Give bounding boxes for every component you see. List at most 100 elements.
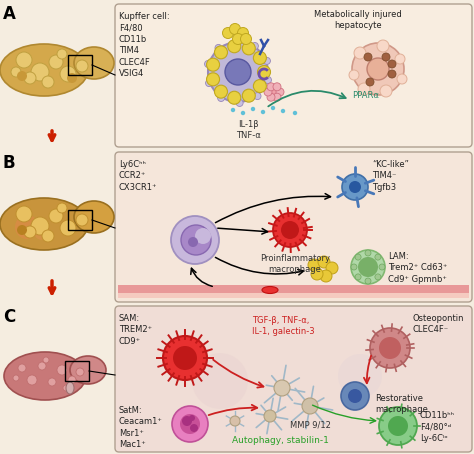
Circle shape	[379, 407, 417, 445]
Circle shape	[264, 88, 272, 96]
Circle shape	[214, 85, 228, 98]
Text: PPARα: PPARα	[352, 90, 379, 99]
Text: Autophagy, stabilin-1: Autophagy, stabilin-1	[232, 436, 328, 445]
Text: Restorative
macrophage: Restorative macrophage	[375, 394, 428, 414]
Circle shape	[192, 353, 248, 409]
Circle shape	[251, 107, 255, 111]
Text: Ly6Cʰʰ
CCR2⁺
CX3CR1⁺: Ly6Cʰʰ CCR2⁺ CX3CR1⁺	[119, 160, 157, 192]
Circle shape	[273, 213, 307, 247]
FancyBboxPatch shape	[115, 306, 472, 452]
Circle shape	[57, 49, 67, 59]
Circle shape	[76, 214, 88, 226]
Circle shape	[42, 76, 54, 88]
Ellipse shape	[0, 44, 88, 96]
Circle shape	[16, 52, 32, 68]
Circle shape	[48, 378, 56, 386]
Circle shape	[172, 406, 208, 442]
Circle shape	[31, 63, 49, 81]
Circle shape	[76, 60, 88, 72]
Circle shape	[181, 225, 211, 255]
Circle shape	[397, 74, 407, 84]
Circle shape	[367, 58, 389, 80]
Circle shape	[42, 230, 54, 242]
Circle shape	[257, 65, 271, 79]
Circle shape	[208, 42, 268, 102]
Circle shape	[276, 88, 284, 96]
Circle shape	[228, 40, 241, 53]
Circle shape	[242, 89, 255, 102]
Text: MMP 9/12: MMP 9/12	[290, 421, 330, 430]
Circle shape	[222, 28, 234, 39]
Circle shape	[382, 53, 390, 61]
Circle shape	[358, 83, 370, 95]
Text: A: A	[3, 5, 16, 23]
Circle shape	[341, 382, 369, 410]
Circle shape	[273, 93, 281, 101]
Circle shape	[49, 209, 63, 223]
Circle shape	[267, 83, 275, 91]
Circle shape	[240, 34, 252, 44]
Text: Kupffer cell:
F4/80
CD11b
TIM4
CLEC4F
VSIG4: Kupffer cell: F4/80 CD11b TIM4 CLEC4F VS…	[119, 12, 170, 78]
Circle shape	[379, 337, 401, 359]
Circle shape	[34, 224, 50, 240]
Circle shape	[379, 264, 385, 270]
Circle shape	[24, 72, 36, 84]
Circle shape	[268, 86, 280, 98]
Bar	[118, 285, 469, 293]
Circle shape	[342, 174, 368, 200]
Circle shape	[206, 79, 212, 87]
Circle shape	[230, 416, 240, 426]
Circle shape	[326, 262, 338, 274]
Text: Metabolically injured
hepatocyte: Metabolically injured hepatocyte	[314, 10, 402, 30]
Ellipse shape	[70, 356, 106, 384]
FancyBboxPatch shape	[115, 152, 472, 302]
Circle shape	[254, 79, 266, 93]
Circle shape	[229, 24, 240, 35]
Circle shape	[320, 270, 332, 282]
Circle shape	[173, 346, 197, 370]
Circle shape	[68, 376, 76, 384]
Circle shape	[49, 55, 63, 69]
Circle shape	[261, 110, 265, 114]
Circle shape	[63, 385, 69, 391]
Circle shape	[355, 274, 361, 280]
Circle shape	[231, 108, 235, 112]
Circle shape	[233, 38, 240, 44]
Circle shape	[38, 362, 46, 370]
Circle shape	[214, 46, 228, 59]
Bar	[65, 361, 89, 381]
Circle shape	[180, 414, 200, 434]
Circle shape	[207, 58, 219, 71]
Circle shape	[349, 181, 361, 193]
Circle shape	[377, 40, 389, 52]
Circle shape	[375, 254, 381, 260]
Circle shape	[171, 216, 219, 264]
Text: IL-1β
TNF-α: IL-1β TNF-α	[236, 120, 260, 140]
Ellipse shape	[4, 352, 86, 400]
Circle shape	[242, 42, 255, 55]
Text: CD11bʰʰ
F4/80°ᵈ
Ly-6Cˡᵒ: CD11bʰʰ F4/80°ᵈ Ly-6Cˡᵒ	[420, 411, 455, 443]
Circle shape	[207, 73, 219, 86]
Text: B: B	[3, 154, 16, 172]
Circle shape	[27, 375, 37, 385]
Circle shape	[237, 28, 248, 39]
Circle shape	[365, 278, 371, 284]
Circle shape	[15, 215, 39, 239]
Circle shape	[18, 364, 26, 372]
Circle shape	[60, 66, 76, 82]
Circle shape	[302, 398, 318, 414]
Circle shape	[195, 228, 211, 244]
Circle shape	[338, 354, 382, 398]
Circle shape	[281, 109, 285, 113]
Circle shape	[225, 59, 251, 85]
Circle shape	[388, 60, 396, 68]
Circle shape	[13, 375, 19, 381]
Bar	[68, 55, 92, 75]
Text: Proinflammatory
macrophage: Proinflammatory macrophage	[260, 254, 330, 274]
Circle shape	[254, 51, 266, 64]
Circle shape	[351, 250, 385, 284]
Circle shape	[218, 94, 225, 102]
Text: C: C	[3, 308, 15, 326]
Circle shape	[16, 206, 32, 222]
Circle shape	[352, 43, 404, 95]
